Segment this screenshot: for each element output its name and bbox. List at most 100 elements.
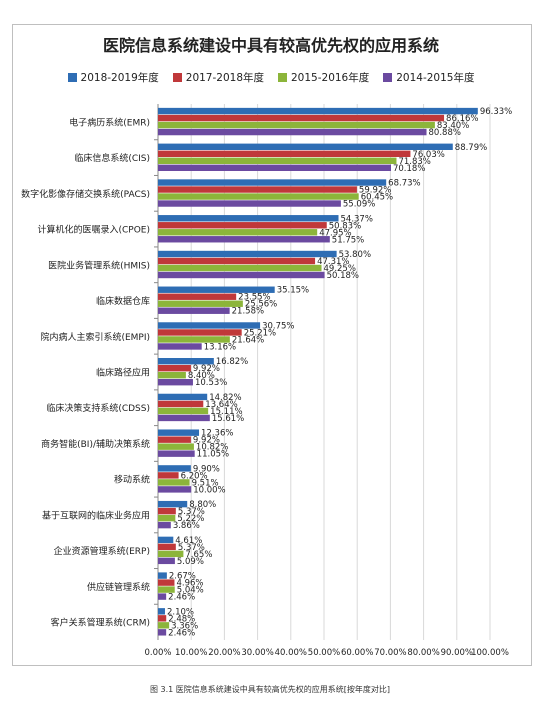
bar bbox=[158, 472, 179, 479]
data-label: 6.20% bbox=[181, 471, 208, 481]
legend-label: 2014-2015年度 bbox=[396, 72, 475, 84]
data-label: 71.83% bbox=[398, 157, 430, 167]
bar bbox=[158, 379, 193, 386]
data-label: 50.18% bbox=[327, 271, 359, 281]
bar bbox=[158, 257, 316, 265]
bar bbox=[158, 365, 191, 372]
data-label: 3.86% bbox=[173, 521, 200, 531]
legend-label: 2015-2016年度 bbox=[291, 72, 370, 84]
data-label: 68.73% bbox=[388, 179, 420, 189]
data-label: 96.33% bbox=[480, 107, 512, 117]
bar bbox=[158, 407, 209, 415]
bar bbox=[158, 543, 176, 551]
data-label: 59.92% bbox=[359, 186, 391, 196]
bar bbox=[158, 164, 391, 171]
bar bbox=[158, 622, 170, 629]
data-label: 2.67% bbox=[169, 572, 196, 582]
data-label: 9.92% bbox=[193, 436, 220, 446]
data-label: 14.82% bbox=[209, 393, 241, 403]
category-label: 计算机化的医嘱录入(CPOE) bbox=[37, 224, 150, 236]
data-label: 9.90% bbox=[193, 464, 220, 474]
x-tick-label: 40.00% bbox=[275, 648, 307, 658]
data-label: 16.82% bbox=[216, 357, 248, 367]
x-tick-label: 30.00% bbox=[241, 648, 273, 658]
legend-item: 2015-2016年度 bbox=[278, 70, 369, 85]
data-label: 10.82% bbox=[196, 443, 228, 453]
bar bbox=[158, 107, 478, 115]
data-label: 2.48% bbox=[168, 614, 195, 624]
data-label: 35.15% bbox=[277, 286, 309, 296]
x-tick-label: 70.00% bbox=[374, 648, 406, 658]
bar bbox=[158, 307, 230, 314]
bar bbox=[158, 336, 230, 343]
bar bbox=[158, 128, 427, 136]
data-label: 13.16% bbox=[204, 342, 236, 352]
bar bbox=[158, 271, 325, 279]
data-label: 5.04% bbox=[177, 586, 204, 596]
bar bbox=[158, 429, 200, 436]
bar bbox=[158, 615, 167, 622]
bar bbox=[158, 414, 210, 422]
x-tick-label: 50.00% bbox=[308, 648, 340, 658]
bar bbox=[158, 579, 175, 586]
data-label: 76.03% bbox=[412, 150, 444, 160]
x-tick-label: 60.00% bbox=[341, 648, 373, 658]
bar bbox=[158, 200, 341, 207]
bar bbox=[158, 293, 237, 300]
bar bbox=[158, 393, 208, 401]
bar bbox=[158, 500, 188, 508]
data-label: 47.31% bbox=[317, 257, 349, 267]
legend-item: 2018-2019年度 bbox=[67, 70, 159, 85]
data-label: 70.18% bbox=[393, 164, 425, 174]
bar bbox=[158, 143, 453, 150]
data-label: 9.92% bbox=[193, 364, 220, 374]
data-label: 25.56% bbox=[245, 300, 277, 310]
data-label: 11.05% bbox=[197, 450, 229, 460]
bar-chart: 0.00% 10.00% 20.00% 30.00% 40.00% 50.00% 60.00… bbox=[21, 104, 512, 658]
bar bbox=[158, 372, 186, 379]
bar bbox=[158, 114, 445, 122]
bar bbox=[158, 479, 190, 486]
data-label: 5.09% bbox=[177, 557, 204, 567]
bar bbox=[158, 121, 435, 129]
x-tick-label: 0.00% bbox=[144, 648, 171, 658]
category-label: 数字化影像存储交换系统(PACS) bbox=[21, 188, 150, 200]
bar bbox=[158, 236, 330, 243]
data-label: 9.51% bbox=[192, 478, 219, 488]
data-label: 12.36% bbox=[201, 429, 233, 439]
x-tick-label: 10.00% bbox=[175, 648, 207, 658]
bar bbox=[158, 157, 397, 164]
bar bbox=[158, 264, 322, 272]
bar bbox=[158, 358, 214, 365]
category-label: 院内病人主索引系统(EMPI) bbox=[40, 331, 150, 343]
bar bbox=[158, 179, 387, 186]
bar bbox=[158, 193, 359, 200]
bar bbox=[158, 450, 195, 457]
data-label: 30.75% bbox=[262, 321, 294, 331]
data-label: 5.37% bbox=[178, 543, 205, 553]
bar bbox=[158, 150, 411, 157]
data-label: 86.16% bbox=[446, 114, 478, 124]
bar bbox=[158, 343, 202, 350]
bar bbox=[158, 329, 242, 336]
data-label: 25.21% bbox=[244, 328, 276, 338]
bar bbox=[158, 186, 357, 193]
x-tick-label: 20.00% bbox=[208, 648, 240, 658]
bar bbox=[158, 586, 175, 593]
bar bbox=[158, 222, 327, 229]
bar bbox=[158, 486, 192, 493]
bar bbox=[158, 443, 194, 450]
category-label: 电子病历系统(EMR) bbox=[69, 116, 150, 128]
category-label: 客户关系管理系统(CRM) bbox=[51, 617, 150, 629]
data-label: 23.55% bbox=[238, 293, 270, 303]
data-label: 51.75% bbox=[332, 235, 364, 245]
data-label: 3.36% bbox=[171, 621, 198, 631]
bar bbox=[158, 436, 191, 443]
data-label: 4.96% bbox=[176, 579, 203, 589]
data-label: 13.64% bbox=[205, 400, 237, 410]
data-label: 55.09% bbox=[343, 200, 375, 210]
data-label: 83.40% bbox=[437, 121, 469, 131]
bar bbox=[158, 572, 167, 579]
legend-label: 2017-2018年度 bbox=[185, 72, 264, 84]
data-label: 80.88% bbox=[429, 128, 461, 138]
